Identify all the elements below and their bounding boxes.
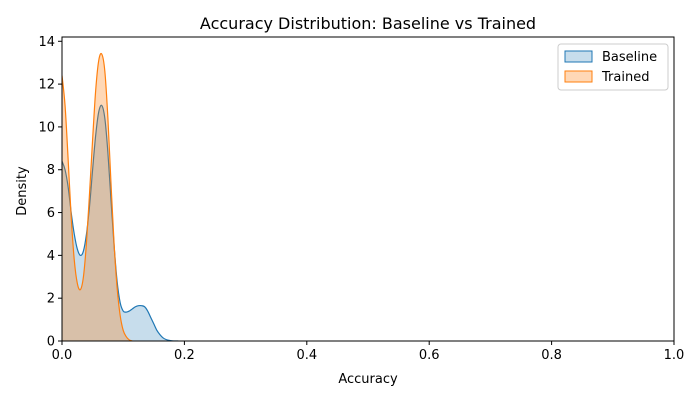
y-tick-label: 2 <box>47 292 55 307</box>
x-tick-label: 0.6 <box>419 348 440 363</box>
trained-density-area <box>62 53 133 341</box>
baseline-density-line <box>62 104 179 341</box>
x-axis-label: Accuracy <box>338 372 398 387</box>
y-axis-label: Density <box>15 166 30 216</box>
baseline-legend-label: Baseline <box>602 50 657 65</box>
y-tick-label: 12 <box>38 78 55 93</box>
y-tick-label: 4 <box>47 249 55 264</box>
y-tick-label: 6 <box>47 206 55 221</box>
x-tick-label: 0.0 <box>52 348 73 363</box>
x-tick-label: 0.2 <box>174 348 195 363</box>
x-tick-label: 0.4 <box>296 348 317 363</box>
x-tick-label: 1.0 <box>664 348 685 363</box>
y-tick-label: 0 <box>47 335 55 350</box>
chart-title: Accuracy Distribution: Baseline vs Train… <box>200 14 536 33</box>
baseline-legend-swatch <box>564 50 593 63</box>
plot-area <box>62 52 179 341</box>
legend-box <box>557 43 669 91</box>
legend: Baseline Trained <box>557 43 669 91</box>
y-tick-label: 14 <box>38 35 55 50</box>
y-tick-label: 10 <box>38 120 55 135</box>
plot-frame <box>61 36 675 342</box>
y-tick-label: 8 <box>47 163 55 178</box>
axes: 0.0 0.2 0.4 0.6 0.8 1.0 0 2 4 6 8 10 12 14 <box>38 35 684 363</box>
trained-legend-label: Trained <box>601 70 649 85</box>
trained-legend-swatch <box>564 70 593 83</box>
trained-density-line <box>62 52 133 341</box>
baseline-density-area <box>62 105 179 341</box>
x-tick-label: 0.8 <box>541 348 562 363</box>
